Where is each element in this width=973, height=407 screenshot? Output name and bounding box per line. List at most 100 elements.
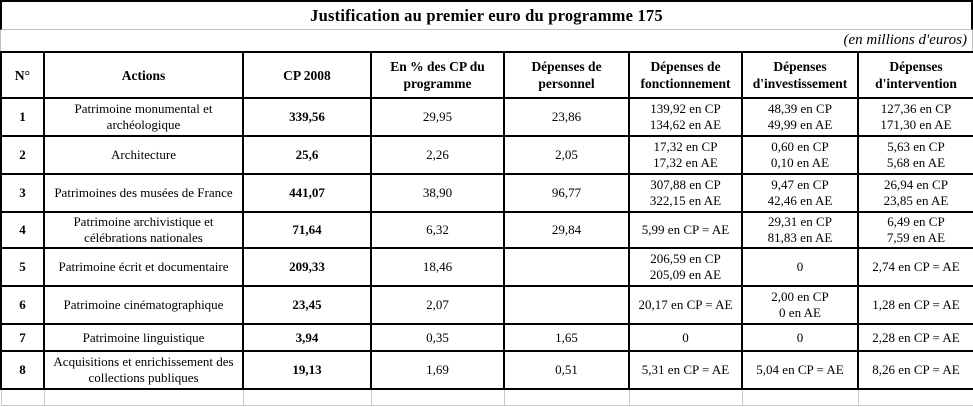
cp2008-cell: 339,56	[242, 97, 372, 137]
table-row: 2 Architecture 25,6 2,26 2,05 17,32 en C…	[0, 135, 973, 175]
action-cell: Architecture	[43, 135, 244, 175]
personnel-cell: 96,77	[503, 173, 630, 213]
pct-cell: 2,07	[370, 285, 505, 325]
amount-line: 9,47 en CP	[771, 177, 829, 192]
cp2008-cell: 441,07	[242, 173, 372, 213]
cp2008-cell: 3,94	[242, 323, 372, 352]
amount-line: 1,28 en CP = AE	[872, 297, 960, 312]
amount-line: 0	[796, 259, 804, 274]
subtitle-bar: (en millions d'euros)	[0, 30, 973, 51]
amount-line: 0 en AE	[779, 305, 821, 320]
cp2008-cell: 71,64	[242, 211, 372, 249]
personnel-cell	[503, 285, 630, 325]
amount-line: 307,88 en CP	[650, 177, 721, 192]
table-row: 1 Patrimoine monumental et archéologique…	[0, 97, 973, 137]
table-row: 6 Patrimoine cinématographique 23,45 2,0…	[0, 285, 973, 325]
amount-line: 42,46 en AE	[767, 193, 833, 208]
investissement-cell: 0	[741, 247, 859, 287]
personnel-cell: 1,65	[503, 323, 630, 352]
col-header-intervention: Dépenses d'intervention	[857, 51, 973, 99]
empty-cell	[242, 388, 372, 406]
investissement-cell: 9,47 en CP 42,46 en AE	[741, 173, 859, 213]
amount-line: 134,62 en AE	[649, 117, 722, 132]
amount-line: 20,17 en CP = AE	[638, 297, 733, 312]
intervention-cell: 26,94 en CP 23,85 en AE	[857, 173, 973, 213]
col-header-fonctionnement: Dépenses de fonctionnement	[628, 51, 743, 99]
col-header-actions: Actions	[43, 51, 244, 99]
pct-cell: 1,69	[370, 350, 505, 390]
empty-cell	[0, 388, 45, 406]
amount-line: 322,15 en AE	[649, 193, 722, 208]
empty-cell	[503, 388, 630, 406]
amount-line: 5,63 en CP	[887, 139, 945, 154]
personnel-cell	[503, 247, 630, 287]
fonctionnement-cell: 206,59 en CP 205,09 en AE	[628, 247, 743, 287]
cp2008-cell: 25,6	[242, 135, 372, 175]
col-header-cp2008: CP 2008	[242, 51, 372, 99]
pct-cell: 18,46	[370, 247, 505, 287]
personnel-cell: 0,51	[503, 350, 630, 390]
fonctionnement-cell: 17,32 en CP 17,32 en AE	[628, 135, 743, 175]
units-note: (en millions d'euros)	[843, 32, 967, 48]
fonctionnement-cell: 0	[628, 323, 743, 352]
action-cell: Patrimoine monumental et archéologique	[43, 97, 244, 137]
table-row: 3 Patrimoines des musées de France 441,0…	[0, 173, 973, 213]
investissement-cell: 48,39 en CP 49,99 en AE	[741, 97, 859, 137]
empty-cell	[370, 388, 505, 406]
pct-cell: 6,32	[370, 211, 505, 249]
intervention-cell: 6,49 en CP 7,59 en AE	[857, 211, 973, 249]
amount-line: 7,59 en AE	[886, 230, 946, 245]
pct-cell: 2,26	[370, 135, 505, 175]
empty-spacer-row	[0, 388, 973, 406]
amount-line: 5,04 en CP = AE	[756, 362, 844, 377]
amount-line: 2,00 en CP	[771, 289, 829, 304]
action-cell: Patrimoine cinématographique	[43, 285, 244, 325]
action-cell: Patrimoine archivistique et célébrations…	[43, 211, 244, 249]
num-cell: 1	[0, 97, 45, 137]
personnel-cell: 23,86	[503, 97, 630, 137]
col-header-personnel: Dépenses de personnel	[503, 51, 630, 99]
amount-line: 5,31 en CP = AE	[641, 362, 730, 377]
pct-cell: 38,90	[370, 173, 505, 213]
table-row: 5 Patrimoine écrit et documentaire 209,3…	[0, 247, 973, 287]
amount-line: 23,85 en AE	[883, 193, 949, 208]
action-cell: Patrimoine linguistique	[43, 323, 244, 352]
personnel-cell: 29,84	[503, 211, 630, 249]
investissement-cell: 2,00 en CP 0 en AE	[741, 285, 859, 325]
empty-cell	[741, 388, 859, 406]
amount-line: 26,94 en CP	[884, 177, 948, 192]
amount-line: 171,30 en AE	[880, 117, 952, 132]
intervention-cell: 5,63 en CP 5,68 en AE	[857, 135, 973, 175]
col-header-num: N°	[0, 51, 45, 99]
personnel-cell: 2,05	[503, 135, 630, 175]
table-row: 8 Acquisitions et enrichissement des col…	[0, 350, 973, 390]
amount-line: 48,39 en CP	[768, 101, 832, 116]
table-row: 4 Patrimoine archivistique et célébratio…	[0, 211, 973, 249]
table-row: 7 Patrimoine linguistique 3,94 0,35 1,65…	[0, 323, 973, 352]
intervention-cell: 2,28 en CP = AE	[857, 323, 973, 352]
intervention-cell: 127,36 en CP 171,30 en AE	[857, 97, 973, 137]
action-cell: Patrimoines des musées de France	[43, 173, 244, 213]
page-title: Justification au premier euro du program…	[310, 5, 663, 25]
fonctionnement-cell: 307,88 en CP 322,15 en AE	[628, 173, 743, 213]
amount-line: 2,74 en CP = AE	[872, 259, 960, 274]
num-cell: 2	[0, 135, 45, 175]
num-cell: 8	[0, 350, 45, 390]
amount-line: 29,31 en CP	[768, 214, 832, 229]
header-row: N° Actions CP 2008 En % des CP du progra…	[0, 51, 973, 99]
fonctionnement-cell: 5,31 en CP = AE	[628, 350, 743, 390]
cp2008-cell: 209,33	[242, 247, 372, 287]
amount-line: 81,83 en AE	[767, 230, 833, 245]
amount-line: 205,09 en AE	[649, 267, 722, 282]
cp2008-cell: 23,45	[242, 285, 372, 325]
action-cell: Acquisitions et enrichissement des colle…	[43, 350, 244, 390]
fonctionnement-cell: 5,99 en CP = AE	[628, 211, 743, 249]
amount-line: 5,68 en AE	[886, 155, 946, 170]
budget-table: N° Actions CP 2008 En % des CP du progra…	[0, 51, 973, 406]
amount-line: 8,26 en CP = AE	[872, 362, 960, 377]
empty-cell	[43, 388, 244, 406]
amount-line: 0,60 en CP	[771, 139, 829, 154]
amount-line: 49,99 en AE	[767, 117, 833, 132]
empty-cell	[857, 388, 973, 406]
amount-line: 139,92 en CP	[650, 101, 721, 116]
